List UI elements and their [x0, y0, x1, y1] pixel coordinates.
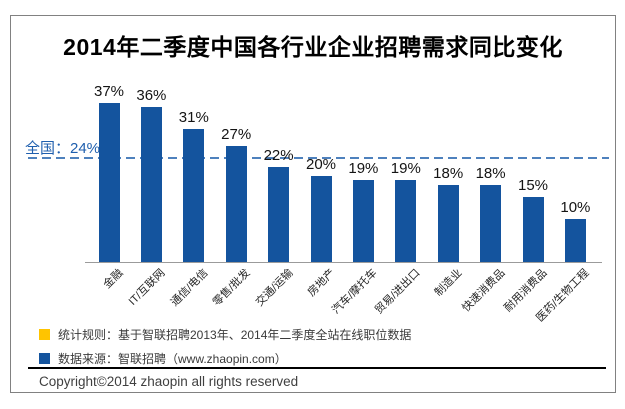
- value-label: 19%: [390, 160, 421, 177]
- chart-title: 2014年二季度中国各行业企业招聘需求同比变化: [63, 34, 563, 60]
- bar: [183, 129, 205, 262]
- legend-item-data-source: 数据来源：智联招聘（www.zhaopin.com）: [39, 350, 411, 367]
- national-average-label: 全国：24%: [25, 140, 101, 157]
- legend-stat-rule-text: 统计规则：基于智联招聘2013年、2014年二季度全站在线职位数据: [58, 328, 412, 342]
- bar: [310, 176, 332, 262]
- value-label: 37%: [93, 83, 125, 100]
- category-label: 耐用消费品: [502, 267, 550, 315]
- bar: [140, 107, 162, 262]
- value-label: 31%: [178, 109, 209, 126]
- bar: [564, 219, 586, 262]
- value-label: 20%: [305, 156, 337, 173]
- value-label: 18%: [433, 165, 464, 182]
- bar: [437, 185, 459, 262]
- bar: [98, 103, 120, 262]
- footer-divider: [28, 367, 606, 369]
- bar: [225, 146, 247, 262]
- value-label: 18%: [475, 165, 506, 182]
- value-label: 22%: [263, 147, 294, 164]
- bar: [522, 197, 544, 262]
- category-label: 快速消费品: [459, 267, 508, 315]
- legend-swatch-blue: [39, 353, 50, 364]
- legend-swatch-yellow: [39, 329, 50, 340]
- bar: [480, 185, 502, 262]
- legend-item-stat-rule: 统计规则：基于智联招聘2013年、2014年二季度全站在线职位数据: [39, 326, 411, 343]
- bar: [395, 180, 417, 262]
- x-axis-line: [85, 262, 602, 263]
- national-average-reference-line: [28, 157, 609, 159]
- value-label: 15%: [517, 177, 549, 194]
- legend: 统计规则：基于智联招聘2013年、2014年二季度全站在线职位数据 数据来源：智…: [39, 326, 411, 374]
- legend-data-source-text: 数据来源：智联招聘（www.zhaopin.com）: [58, 352, 287, 366]
- bar: [352, 180, 374, 262]
- category-label: 医药/生物工程: [534, 267, 592, 325]
- copyright-text: Copyright©2014 zhaopin all rights reserv…: [39, 374, 299, 389]
- value-label: 36%: [136, 87, 167, 104]
- value-label: 27%: [221, 126, 252, 143]
- chart-frame: 2014年二季度中国各行业企业招聘需求同比变化 全国：24% 37% 金融 36% I…: [10, 15, 616, 393]
- bar: [268, 167, 290, 262]
- value-label: 19%: [348, 160, 379, 177]
- plot-area: 全国：24% 37% 金融 36% IT/互联网 31% 通信/电信 27% 零售/批发 22%…: [11, 16, 615, 392]
- value-label: 10%: [560, 199, 591, 216]
